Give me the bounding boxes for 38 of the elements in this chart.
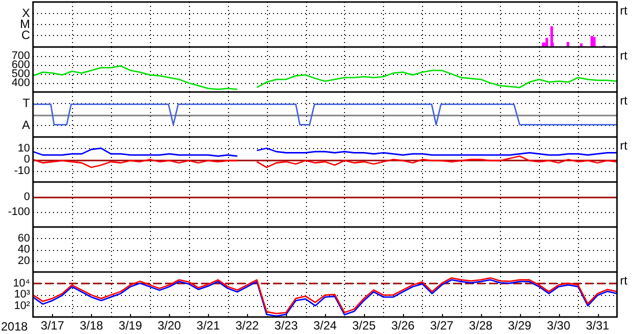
y-tick-label: 60: [18, 232, 30, 244]
y-tick-label: 10³: [14, 288, 30, 301]
x-tick-label: 3/26: [391, 318, 415, 333]
x-axis-title: 2018: [1, 319, 28, 334]
x-tick-label: 3/18: [80, 318, 104, 333]
bar: [592, 37, 596, 47]
bar: [566, 42, 570, 47]
y-tick-label: 10⁴: [13, 277, 30, 290]
y-tick-label: 400: [12, 77, 30, 90]
x-tick-label: 3/25: [352, 318, 376, 333]
x-tick-label: 3/24: [313, 318, 337, 333]
y-tick-label: 10: [18, 142, 30, 154]
y-tick-label: -10: [14, 164, 30, 177]
x-tick-label: 3/22: [235, 318, 260, 333]
y-tick-label: 0: [24, 191, 30, 204]
bar: [590, 36, 594, 47]
x-tick-label: 3/21: [196, 318, 220, 333]
x-tick-label: 3/29: [508, 318, 532, 333]
x-tick-label: 3/23: [274, 318, 298, 333]
y-tick-label: 0: [24, 154, 30, 166]
text: rt: [620, 93, 628, 108]
y-tick-label: 10²: [14, 300, 30, 312]
x-tick-label: 3/19: [118, 318, 142, 333]
x-tick-label: 3/28: [469, 318, 493, 333]
x-tick-label: 3/20: [158, 318, 182, 333]
x-tick-label: 3/30: [546, 318, 571, 333]
x-tick-label: 3/27: [430, 318, 454, 333]
text: rt: [620, 138, 628, 152]
text: rt: [620, 3, 628, 18]
text: rt: [620, 48, 628, 62]
x-tick-label: 3/17: [40, 318, 64, 333]
y-tick-label: -100: [8, 206, 30, 218]
x-tick-label: 3/31: [586, 318, 610, 333]
text: rt: [620, 273, 628, 288]
y-tick-label: 40: [18, 244, 30, 256]
text: T: [22, 96, 31, 110]
y-tick-label: 20: [18, 254, 30, 267]
text: A: [22, 118, 30, 132]
